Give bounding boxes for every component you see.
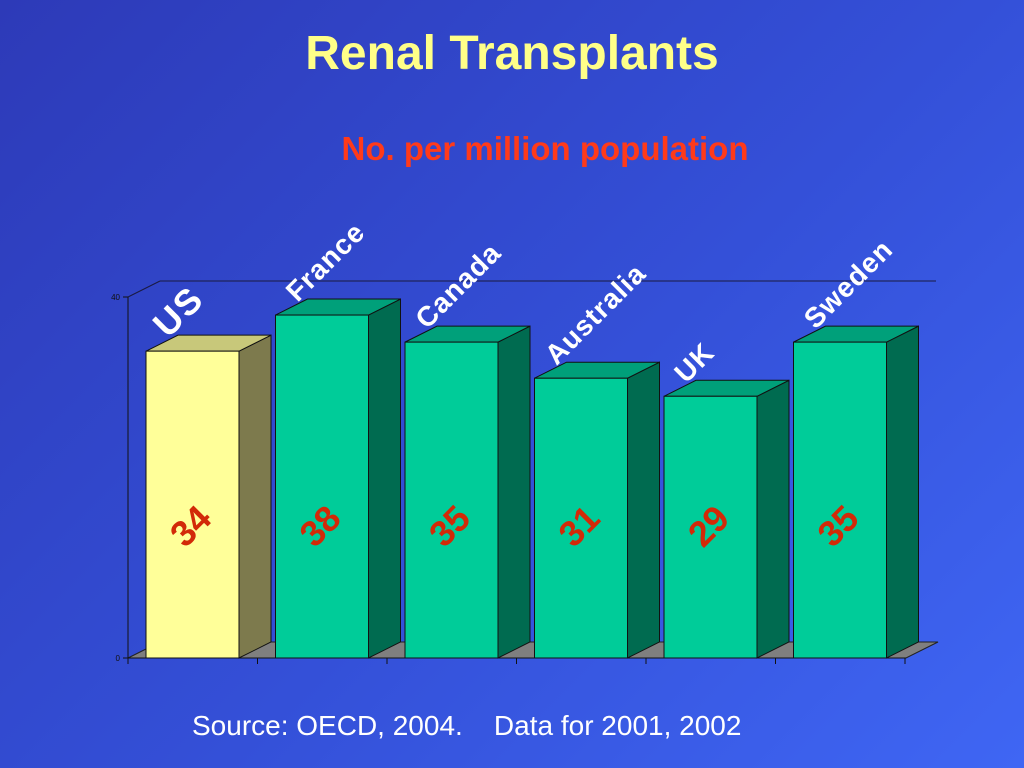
slide-title: Renal Transplants: [305, 27, 719, 80]
wall-edge: [127, 280, 161, 298]
bar-side: [627, 361, 660, 659]
bar-sweden: [793, 341, 887, 659]
category-label-france: France: [280, 216, 371, 307]
source-note: Source: OECD, 2004. Data for 2001, 2002: [192, 710, 742, 741]
bar-side: [238, 334, 272, 659]
bar-canada: [404, 341, 499, 659]
bar-side: [756, 379, 790, 659]
bar-australia: [534, 377, 628, 659]
bar-us: [145, 350, 240, 659]
bar-france: [275, 314, 369, 659]
bar-side: [497, 325, 531, 659]
bar-side: [886, 325, 919, 659]
y-tick-label: 0: [116, 654, 121, 663]
category-label-australia: Australia: [539, 257, 652, 370]
y-tick-label: 40: [111, 293, 120, 302]
chart-subtitle: No. per million population: [341, 130, 749, 167]
bar-side: [368, 298, 401, 659]
category-label-canada: Canada: [409, 237, 507, 335]
category-label-sweden: Sweden: [798, 233, 899, 334]
chart-bars: [145, 298, 919, 659]
bar-uk: [663, 395, 758, 659]
